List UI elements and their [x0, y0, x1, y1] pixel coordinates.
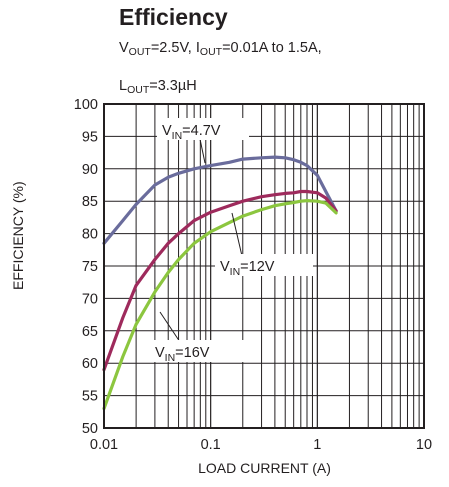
y-tick-label: 85 — [82, 194, 98, 210]
vout-subscript: OUT — [128, 46, 151, 58]
vout-value: =2.5V, I — [150, 40, 200, 56]
x-axis-label: LOAD CURRENT (A) — [198, 460, 331, 476]
label-background — [215, 254, 313, 276]
chart-subtitle-line1: VOUT=2.5V, IOUT=0.01A to 1.5A, — [119, 40, 322, 58]
x-tick-label: 0.1 — [201, 437, 221, 453]
series-line-2 — [102, 189, 338, 372]
chart-title: Efficiency — [119, 4, 228, 30]
iout-subscript: OUT — [199, 46, 223, 58]
series-label-1: VIN=4.7V — [162, 123, 221, 142]
label-background — [157, 118, 249, 140]
y-tick-label: 55 — [82, 389, 98, 405]
series-labels: VIN=4.7V VIN=12V VIN=16V — [150, 118, 313, 364]
y-axis-label: EFFICIENCY (%) — [10, 181, 26, 290]
series-label-2: VIN=12V — [220, 259, 275, 278]
series-line-1 — [102, 155, 338, 245]
iout-value: =0.01A to 1.5A, — [222, 40, 322, 56]
y-tick-label: 60 — [82, 356, 98, 372]
y-tick-label: 50 — [82, 421, 98, 437]
y-tick-label: 70 — [82, 291, 98, 307]
label-leader-line — [231, 212, 243, 257]
chart-curves — [102, 155, 338, 411]
y-tick-label: 95 — [82, 129, 98, 145]
plot-frame — [103, 103, 425, 429]
series-line-3 — [102, 199, 338, 411]
vout-symbol: V — [119, 40, 129, 56]
y-tick-label: 100 — [74, 97, 98, 113]
y-tick-label: 80 — [82, 227, 98, 243]
x-tick-label: 10 — [416, 437, 432, 453]
label-background — [150, 340, 244, 362]
lout-subscript: OUT — [127, 84, 150, 96]
x-tick-label: 1 — [313, 437, 321, 453]
lout-value: =3.3µH — [149, 78, 197, 94]
label-leader-line — [159, 311, 181, 343]
series-label-3: VIN=16V — [155, 345, 210, 364]
x-tick-label: 0.01 — [90, 437, 118, 453]
y-tick-label: 90 — [82, 162, 98, 178]
y-tick-label: 75 — [82, 259, 98, 275]
label-leader-line — [199, 138, 206, 164]
lout-symbol: L — [119, 78, 128, 94]
y-tick-label: 65 — [82, 324, 98, 340]
chart-subtitle-line2: LOUT=3.3µH — [119, 78, 197, 96]
axis-ticks: 50 55 60 65 70 75 80 85 90 95 100 0.01 0.1 1 10 — [74, 97, 432, 453]
